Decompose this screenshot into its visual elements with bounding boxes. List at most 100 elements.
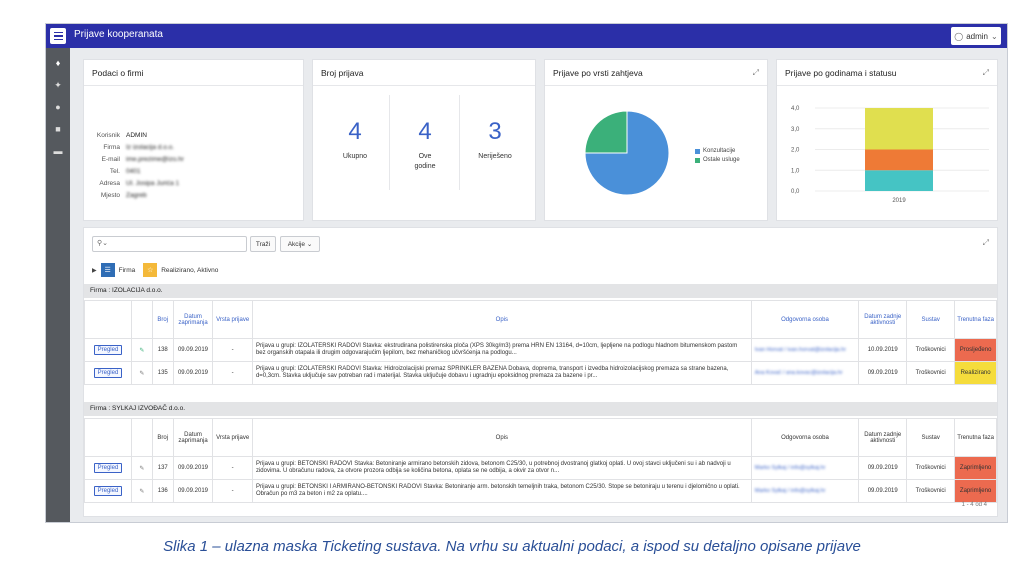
column-header[interactable]: Sustav xyxy=(906,300,956,339)
status-text: Prosljeđeno xyxy=(959,347,992,353)
received-date: 09.09.2019 xyxy=(172,338,214,362)
column-header[interactable] xyxy=(130,300,153,339)
column-header[interactable]: Datum zadnje aktivnosti xyxy=(858,300,908,339)
responsible-person: Ana Kovač / ana.kovac@izolacija.hr xyxy=(750,361,860,385)
firm-info-row: Adresa Ul. Josipa Jurića 1 xyxy=(92,180,179,187)
request-type: - xyxy=(212,456,253,480)
pie-legend: Konzultacije Ostale usluge xyxy=(695,148,740,166)
edit-icon[interactable]: ✎ xyxy=(130,361,153,385)
filter-chip-label[interactable]: Firma xyxy=(118,266,136,274)
system: Troškovnici xyxy=(906,479,956,503)
expand-icon[interactable]: ⤢ xyxy=(752,68,759,77)
column-header[interactable]: Trenutna faza xyxy=(954,300,997,339)
view-button[interactable]: Pregled xyxy=(93,345,123,355)
request-type: - xyxy=(212,338,253,362)
status-badge: Realizirano xyxy=(954,361,997,385)
y-tick-label: 3,0 xyxy=(791,127,800,133)
expand-icon[interactable]: ⤢ xyxy=(982,68,989,77)
app-title: Prijave kooperanata xyxy=(74,29,163,40)
firm-info-value: Zagreb xyxy=(126,192,147,199)
bell-icon[interactable]: ♦ xyxy=(55,58,61,68)
firm-info-row: Tel. 0401 xyxy=(92,168,141,175)
firm-info-row: Korisnik ADMIN xyxy=(92,132,147,139)
view-button[interactable]: Pregled xyxy=(93,463,123,473)
group-header: Firma : SYLKAJ IZVOĐAČ d.o.o. xyxy=(84,402,997,416)
column-header[interactable]: Broj xyxy=(151,418,174,457)
request-type: - xyxy=(212,361,253,385)
search-input[interactable]: ⚲⌄ xyxy=(92,236,247,252)
column-header[interactable]: Vrsta prijave xyxy=(212,418,253,457)
column-header[interactable]: Trenutna faza xyxy=(954,418,997,457)
column-header[interactable]: Vrsta prijave xyxy=(212,300,253,339)
expand-icon[interactable]: ⤢ xyxy=(982,238,989,247)
figure-caption: Slika 1 – ulazna maska Ticketing sustava… xyxy=(163,538,861,555)
filter-bar: ▶ ☰ Firma ☆ Realizirano, Aktivno xyxy=(92,262,218,278)
folder-icon[interactable]: ■ xyxy=(55,124,61,134)
pie-slice-ostale-usluge[interactable] xyxy=(584,110,628,154)
bar-segment[interactable] xyxy=(865,108,933,150)
column-header[interactable]: Datum zaprimanja xyxy=(172,418,214,457)
actions-button[interactable]: Akcije ⌄ xyxy=(280,236,320,252)
caret-right-icon[interactable]: ▶ xyxy=(92,267,97,274)
group-header: Firma : IZOLACIJA d.o.o. xyxy=(84,284,997,298)
column-header[interactable]: Odgovorna osoba xyxy=(750,300,860,339)
user-icon: ◯ xyxy=(954,31,964,41)
actions-label: Akcije xyxy=(287,240,306,248)
top-bar: Prijave kooperanata ◯ admin ⌄ xyxy=(46,24,1007,48)
y-tick-label: 2,0 xyxy=(791,148,800,154)
column-header[interactable] xyxy=(84,418,132,457)
column-header[interactable] xyxy=(130,418,153,457)
status-text: Realizirano xyxy=(960,370,991,376)
edit-icon[interactable]: ✎ xyxy=(130,479,153,503)
column-header[interactable]: Sustav xyxy=(906,418,956,457)
system: Troškovnici xyxy=(906,361,956,385)
stat-total-value: 4 xyxy=(348,118,362,145)
system: Troškovnici xyxy=(906,456,956,480)
users-icon[interactable]: ● xyxy=(55,102,61,112)
chevron-down-icon: ⌄ xyxy=(306,241,313,248)
column-header[interactable]: Odgovorna osoba xyxy=(750,418,860,457)
firm-info-label: Firma xyxy=(103,144,120,151)
last-activity-date: 09.09.2019 xyxy=(858,479,908,503)
search-go-button[interactable]: Traži xyxy=(250,236,276,252)
tickets-table: Broj Datum zaprimanja Vrsta prijave Opis Odg… xyxy=(84,418,997,503)
firm-info-row: Firma Iz izolacija d.o.o. xyxy=(92,144,174,151)
pie-chart xyxy=(584,110,670,196)
filter-chip-label[interactable]: Realizirano, Aktivno xyxy=(161,266,219,274)
firm-info-value: 0401 xyxy=(126,168,141,175)
firm-info-row: E-mail ime.prezime@izo.hr xyxy=(92,156,184,163)
description: Prijava u grupi: IZOLATERSKI RADOVI Stav… xyxy=(251,361,752,385)
pie-chart-card: Prijave po vrsti zahtjeva ⤢ Konzultacije… xyxy=(544,59,768,221)
column-header[interactable]: Broj xyxy=(151,300,174,339)
view-button[interactable]: Pregled xyxy=(93,486,123,496)
sidebar: ♦ ✦ ● ■ ▬ xyxy=(46,48,70,522)
column-header[interactable] xyxy=(84,300,132,339)
bar-card-title: Prijave po godinama i statusu xyxy=(785,68,897,78)
responsible-person: Marko Sylkaj / info@sylkaj.hr xyxy=(750,479,860,503)
bar-chart-card: Prijave po godinama i statusu ⤢ 4,0 3,0 2,… xyxy=(776,59,998,221)
bar-segment[interactable] xyxy=(865,149,933,171)
user-menu-button[interactable]: ◯ admin ⌄ xyxy=(951,27,1001,45)
firm-info-card: Podaci o firmi Korisnik ADMIN Firma Iz izol… xyxy=(83,59,304,221)
status-badge: Zaprimljeno xyxy=(954,479,997,503)
column-header[interactable]: Datum zaprimanja xyxy=(172,300,214,339)
hamburger-menu-button[interactable] xyxy=(50,28,66,44)
pie-card-title: Prijave po vrsti zahtjeva xyxy=(553,68,643,78)
ticket-number: 138 xyxy=(151,338,174,362)
column-header[interactable]: Datum zadnje aktivnosti xyxy=(858,418,908,457)
book-icon[interactable]: ▬ xyxy=(53,146,63,156)
edit-icon[interactable]: ✎ xyxy=(130,456,153,480)
stat-year: 4 Ove godine xyxy=(393,90,457,172)
stat-unresolved-label: Neriješeno xyxy=(478,153,512,160)
column-header[interactable]: Opis xyxy=(251,418,752,457)
view-button[interactable]: Pregled xyxy=(93,368,123,378)
pie-slice-konzultacije[interactable] xyxy=(584,110,670,196)
edit-icon[interactable]: ✎ xyxy=(130,338,153,362)
system: Troškovnici xyxy=(906,338,956,362)
wrench-icon[interactable]: ✦ xyxy=(54,80,62,90)
bar-segment[interactable] xyxy=(865,170,933,191)
x-tick-label: 2019 xyxy=(892,198,906,204)
tickets-table: Broj Datum zaprimanja Vrsta prijave Opis Odg… xyxy=(84,300,997,385)
status-text: Zaprimljeno xyxy=(959,465,992,471)
column-header[interactable]: Opis xyxy=(251,300,752,339)
